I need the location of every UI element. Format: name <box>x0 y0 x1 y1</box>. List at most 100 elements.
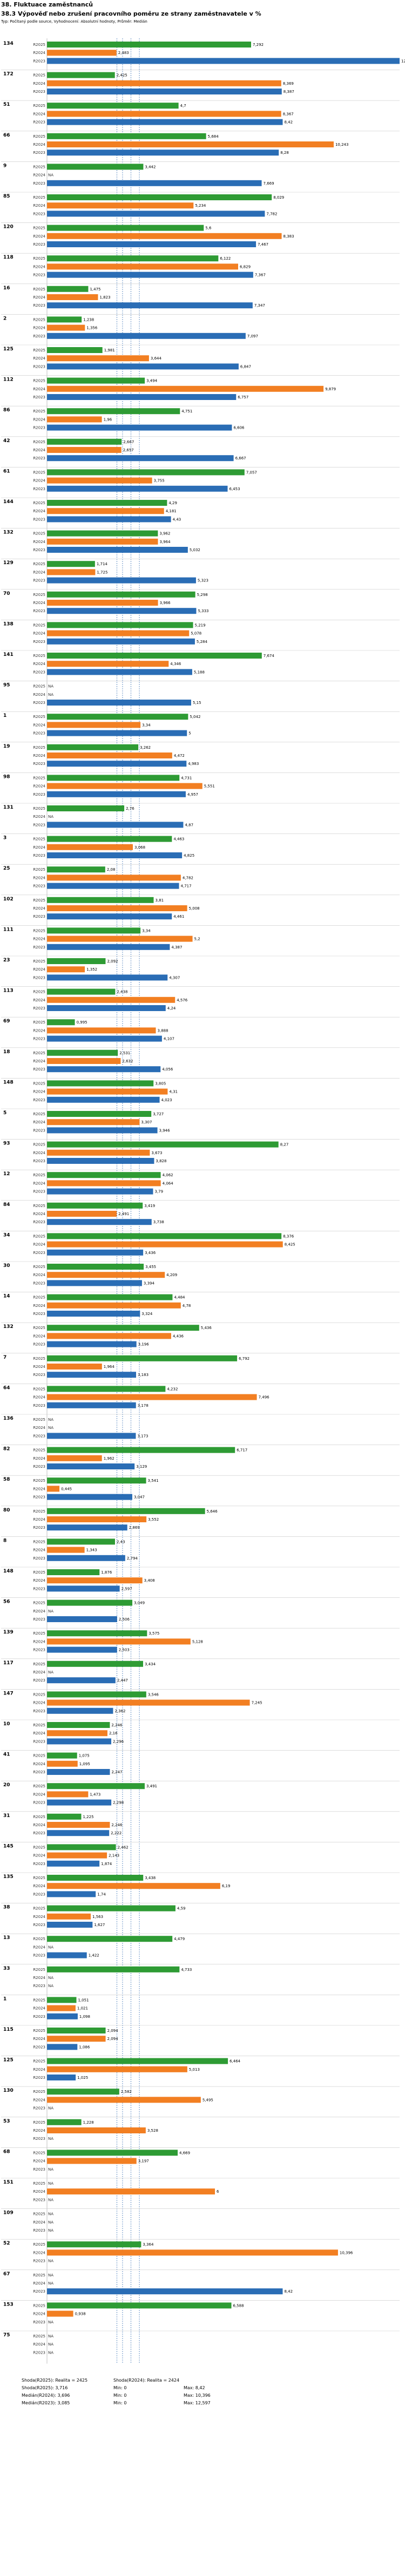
bar-r2025 <box>47 469 245 476</box>
bar-r2024 <box>47 1149 150 1156</box>
series-label: R2023 <box>33 1404 45 1408</box>
value-label: 8,369 <box>283 82 294 86</box>
series-label: R2024 <box>33 906 45 911</box>
na-label: NA <box>48 2198 53 2202</box>
series-label: R2025 <box>33 195 45 200</box>
series-label: R2025 <box>33 593 45 597</box>
series-label: R2023 <box>33 1128 45 1133</box>
series-label: R2023 <box>33 395 45 399</box>
series-label: R2025 <box>33 1387 45 1391</box>
series-label: R2024 <box>33 1456 45 1461</box>
value-label: 5,436 <box>201 1326 212 1330</box>
series-label: R2025 <box>33 990 45 994</box>
series-label: R2023 <box>33 2198 45 2202</box>
series-label: R2025 <box>33 1601 45 1605</box>
series-label: R2023 <box>33 1709 45 1713</box>
value-label: 2,43 <box>117 1540 125 1544</box>
value-label: 3,307 <box>141 1120 152 1124</box>
value-label: 5,128 <box>192 1639 203 1644</box>
bar-r2024 <box>47 966 85 973</box>
value-label: 0,445 <box>61 1487 72 1491</box>
bar-r2025 <box>47 1599 133 1606</box>
footer-stat: Max: 8,42 <box>184 2385 205 2390</box>
bar-r2024 <box>47 1547 85 1553</box>
bar-r2024 <box>47 1211 117 1217</box>
na-label: NA <box>48 2181 53 2186</box>
category-id-label: 61 <box>3 469 10 474</box>
category-id-label: 64 <box>3 1385 10 1391</box>
series-label: R2024 <box>33 967 45 972</box>
series-label: R2024 <box>33 540 45 544</box>
series-label: R2024 <box>33 1273 45 1277</box>
value-label: 1,964 <box>104 1365 115 1369</box>
footer-stat: Min: 0 <box>113 2400 127 2405</box>
series-label: R2025 <box>33 1479 45 1483</box>
value-label: 6,606 <box>233 426 245 430</box>
series-label: R2025 <box>33 470 45 474</box>
bar-r2025 <box>47 2150 178 2156</box>
value-label: 3,494 <box>146 379 158 383</box>
category-id-label: 66 <box>3 133 10 138</box>
value-label: 4,43 <box>173 517 181 521</box>
value-label: 2,657 <box>123 448 134 452</box>
category-id-label: 144 <box>3 499 14 505</box>
value-label: 3,364 <box>143 2242 154 2247</box>
series-label: R2024 <box>33 1487 45 1491</box>
series-label: R2024 <box>33 112 45 116</box>
series-label: R2024 <box>33 1976 45 1980</box>
bar-r2023 <box>47 913 172 920</box>
category-id-label: 9 <box>3 163 6 168</box>
na-label: NA <box>48 1418 53 1422</box>
value-label: 3,438 <box>145 1876 156 1880</box>
series-label: R2024 <box>33 1823 45 1827</box>
bar-r2023 <box>47 2075 76 2080</box>
series-label: R2023 <box>33 1648 45 1652</box>
category-id-label: 7 <box>3 1355 6 1360</box>
series-label: R2023 <box>33 151 45 155</box>
series-label: R2025 <box>33 2303 45 2308</box>
section-heading: 38. Fluktuace zaměstnanců <box>1 1 93 8</box>
value-label: 7,669 <box>264 181 274 186</box>
bar-r2025 <box>47 1538 115 1545</box>
bar-r2023 <box>47 608 197 614</box>
series-label: R2024 <box>33 234 45 239</box>
series-label: R2025 <box>33 104 45 108</box>
bar-r2025 <box>47 2241 141 2248</box>
series-label: R2025 <box>33 1998 45 2002</box>
bar-r2025 <box>47 1233 282 1239</box>
value-label: 10,243 <box>335 143 349 147</box>
value-label: 4,782 <box>183 876 193 880</box>
bar-r2025 <box>47 653 262 659</box>
value-label: 1,981 <box>104 348 115 352</box>
bar-r2025 <box>47 1325 199 1331</box>
category-id-label: 56 <box>3 1599 10 1605</box>
value-label: 6,122 <box>220 256 231 261</box>
series-label: R2024 <box>33 632 45 636</box>
value-label: 7,467 <box>258 242 268 247</box>
series-label: R2025 <box>33 1815 45 1819</box>
category-id-label: 134 <box>3 41 14 46</box>
series-label: R2023 <box>33 1678 45 1683</box>
bar-r2023 <box>47 791 186 797</box>
value-label: 4,717 <box>181 884 192 889</box>
value-label: 3,727 <box>153 1112 164 1116</box>
series-label: R2023 <box>33 1281 45 1285</box>
series-label: R2023 <box>33 579 45 583</box>
series-label: R2023 <box>33 792 45 797</box>
value-label: 7,367 <box>255 273 266 277</box>
value-label: 1,962 <box>104 1456 114 1461</box>
series-label: R2023 <box>33 2167 45 2172</box>
bar-r2024 <box>47 111 281 117</box>
series-label: R2025 <box>33 867 45 872</box>
value-label: 4,387 <box>171 945 182 950</box>
series-label: R2023 <box>33 548 45 552</box>
value-label: 5,646 <box>207 1509 218 1514</box>
value-label: 1,086 <box>79 2045 90 2049</box>
bar-r2023 <box>47 89 282 94</box>
series-label: R2025 <box>33 1020 45 1025</box>
value-label: 3,528 <box>147 2128 158 2133</box>
series-label: R2023 <box>33 1587 45 1591</box>
bar-r2025 <box>47 1447 235 1453</box>
value-label: 3,546 <box>148 1692 159 1697</box>
bar-r2025 <box>47 103 179 109</box>
